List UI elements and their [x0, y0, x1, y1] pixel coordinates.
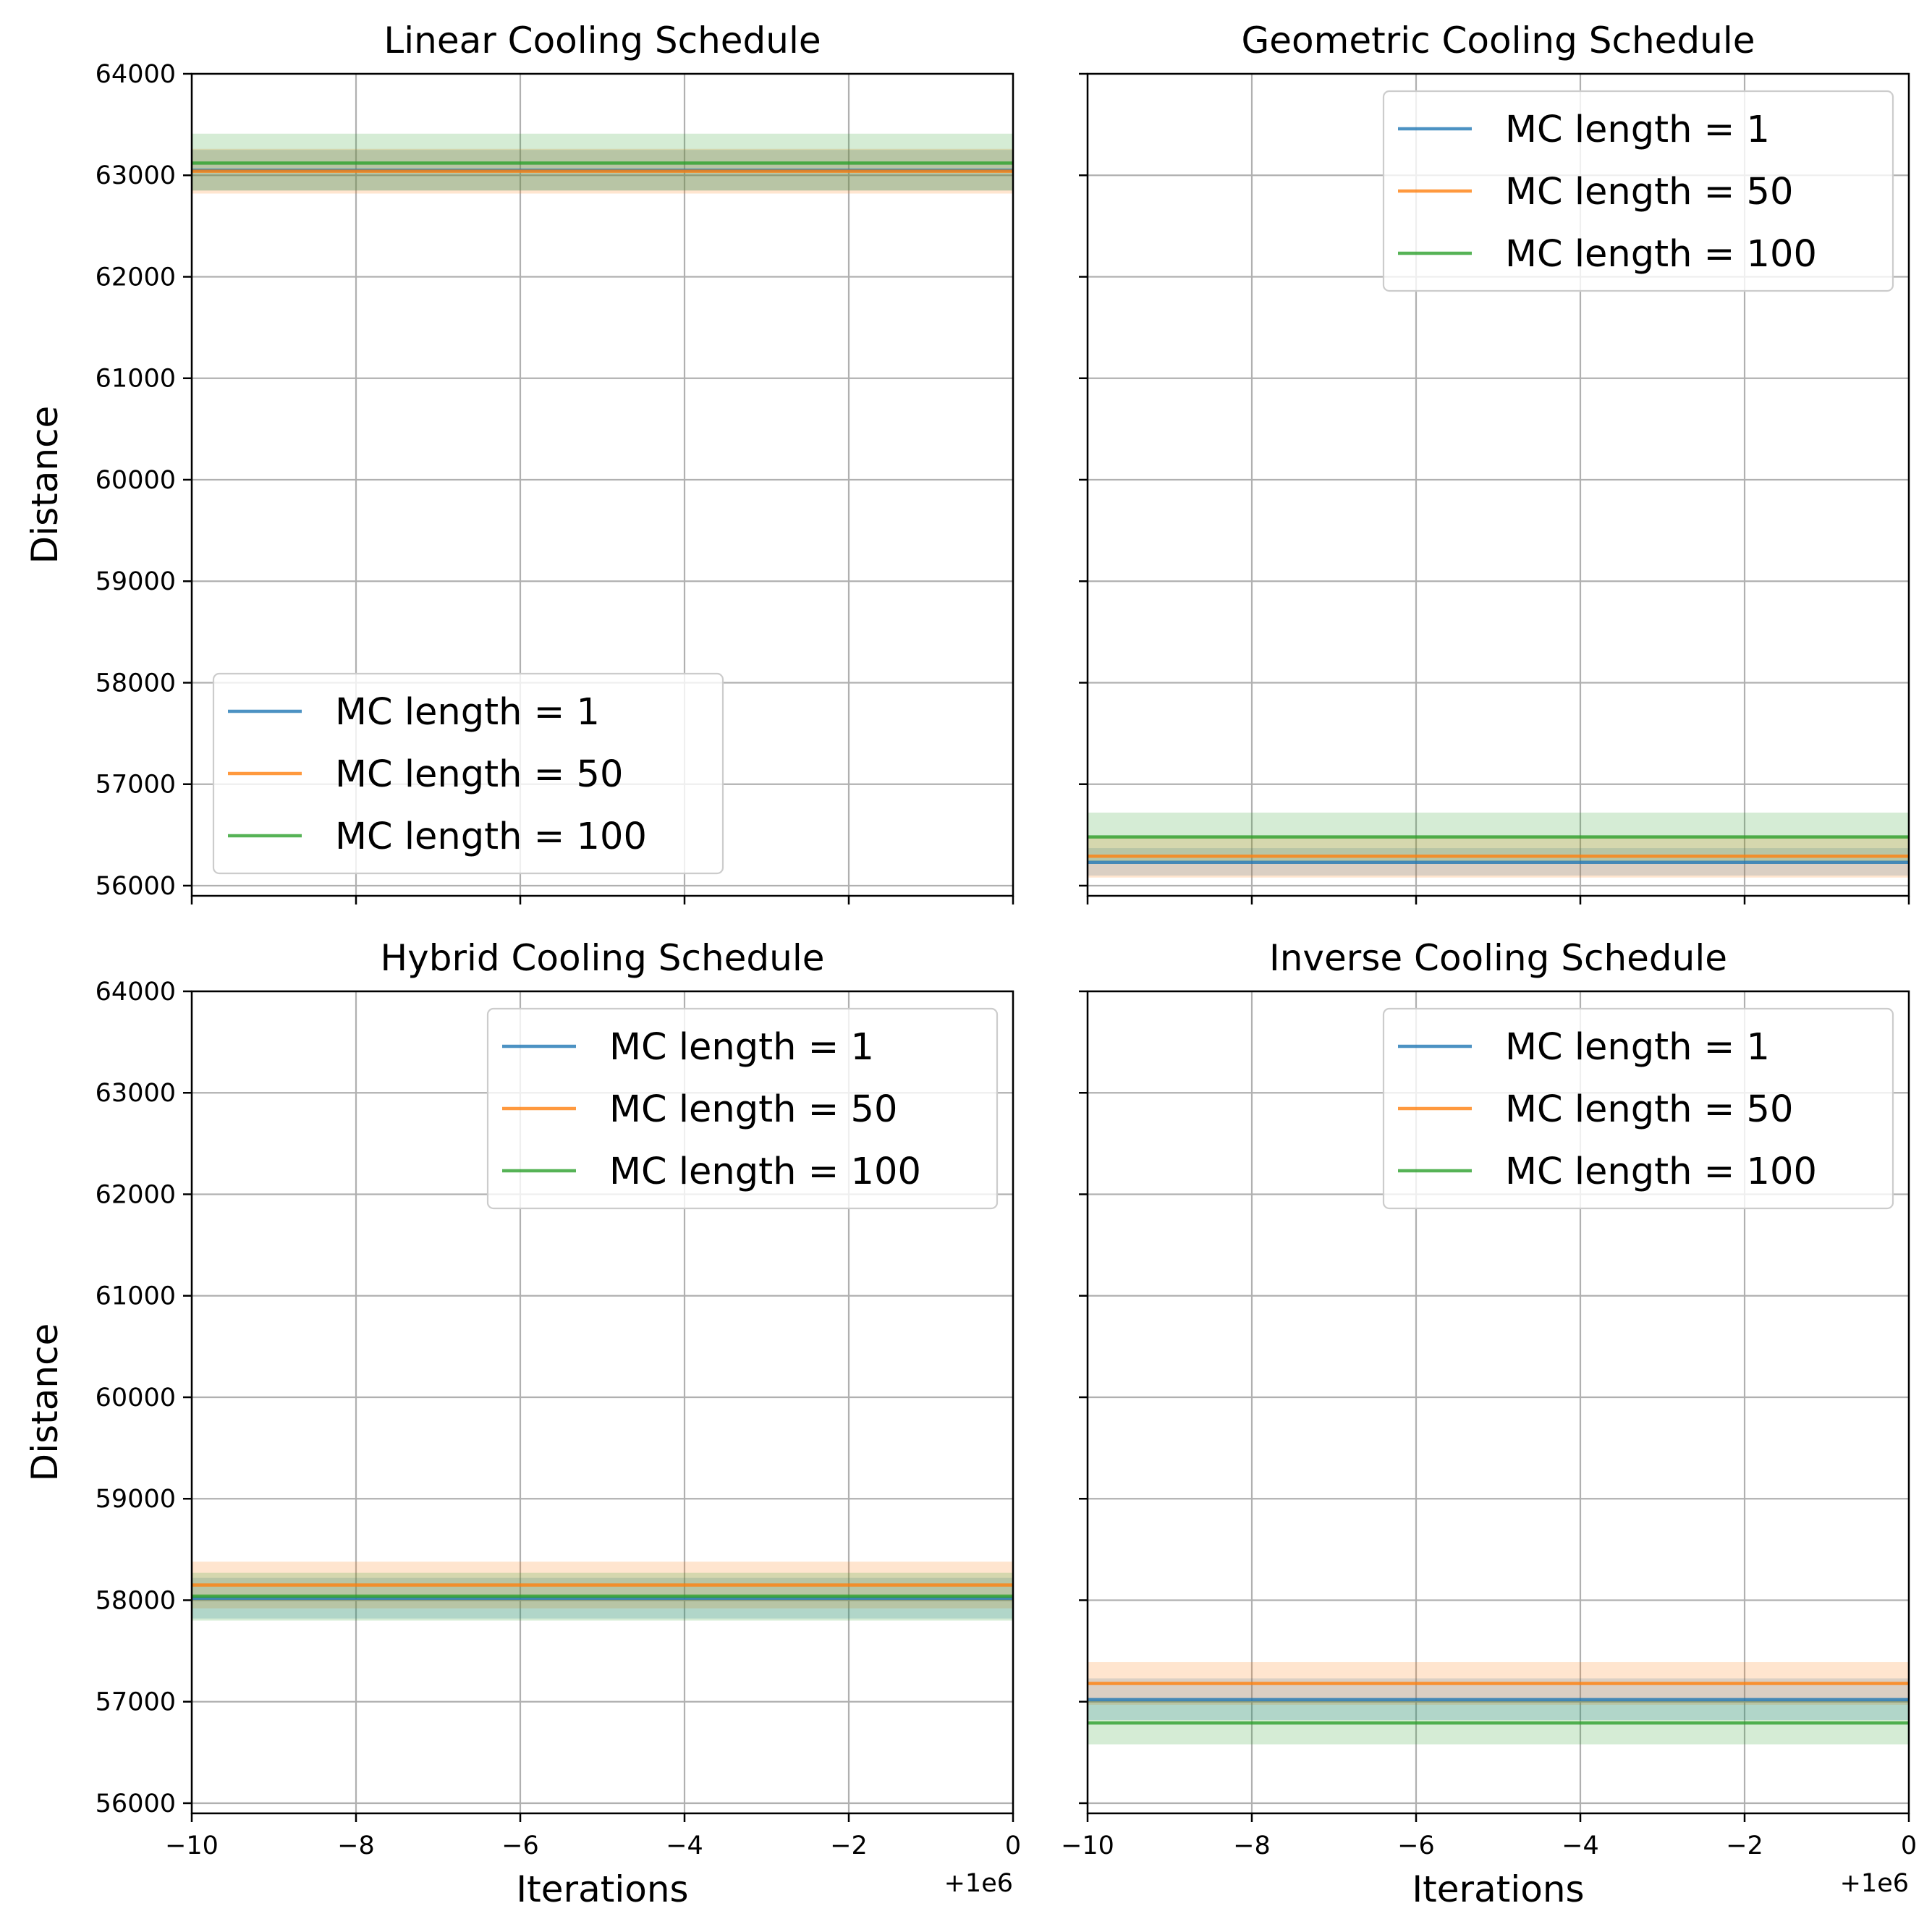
legend-item: MC length = 1 [1398, 1026, 1770, 1069]
legend-frame [486, 1007, 999, 1210]
x-tick-label: −4 [666, 1831, 703, 1860]
y-tick-label: 56000 [96, 872, 176, 901]
subplot-title: Inverse Cooling Schedule [1269, 937, 1727, 979]
ticks: 56000 57000 58000 59000 60000 61000 62000 63000… [96, 60, 1014, 904]
axes-frame [1086, 72, 1910, 897]
legend-item: MC length = 100 [1398, 233, 1817, 276]
y-tick-label: 61000 [96, 1282, 176, 1311]
y-tick-label: 56000 [96, 1789, 176, 1818]
x-tick-label: −10 [165, 1831, 219, 1860]
ticks: −10 −8 −6 −4 −2 0 56000 57000 58000 59000 60000 610… [96, 978, 1021, 1860]
x-tick-label: −8 [1233, 1831, 1271, 1860]
legend-label: MC length = 50 [609, 1088, 897, 1131]
legend-label: MC length = 100 [609, 1151, 921, 1193]
y-tick-label: 62000 [96, 263, 176, 292]
legend-frame [212, 672, 724, 875]
legend: MC length = 1 MC length = 50 MC length = 1… [1382, 90, 1894, 292]
y-tick-label: 64000 [96, 978, 176, 1007]
x-tick-label: −2 [830, 1831, 868, 1860]
legend-item: MC length = 50 [1398, 1088, 1793, 1131]
x-tick-label: −4 [1562, 1831, 1599, 1860]
x-tick-label: −10 [1061, 1831, 1114, 1860]
legend-label: MC length = 50 [1505, 171, 1793, 213]
subplot-title: Geometric Cooling Schedule [1242, 20, 1755, 62]
x-axis-label: Iterations [1412, 1868, 1584, 1910]
y-tick-label: 59000 [96, 1485, 176, 1514]
legend-frame [1382, 90, 1894, 292]
subplot-3: −10 −8 −6 −4 −2 0 56000 57000 58000 59000 60000 610… [24, 937, 1021, 1910]
legend-label: MC length = 100 [1505, 1151, 1817, 1193]
legend-label: MC length = 100 [335, 815, 647, 858]
legend-item: MC length = 1 [228, 691, 600, 734]
y-tick-label: 64000 [96, 60, 176, 89]
y-tick-label: 58000 [96, 669, 176, 698]
legend: MC length = 1 MC length = 50 MC length = 1… [486, 1007, 999, 1210]
y-axis-label: Distance [24, 406, 66, 564]
legend-frame [1382, 1007, 1894, 1210]
series-group [1088, 812, 1909, 878]
x-tick-label: 0 [1005, 1831, 1021, 1860]
legend-item: MC length = 50 [228, 753, 623, 796]
y-axis-label: Distance [24, 1323, 66, 1482]
legend-label: MC length = 1 [609, 1026, 874, 1069]
legend-label: MC length = 50 [1505, 1088, 1793, 1131]
y-tick-label: 61000 [96, 365, 176, 394]
x-offset-label: +1e6 [1840, 1869, 1909, 1898]
legend-item: MC length = 100 [1398, 1151, 1817, 1193]
subplot-4: −10 −8 −6 −4 −2 0 Inverse Cooling Schedule Iter… [1061, 937, 1917, 1910]
x-tick-label: −8 [337, 1831, 375, 1860]
subplot-title: Hybrid Cooling Schedule [381, 937, 825, 979]
y-tick-label: 63000 [96, 161, 176, 190]
y-tick-label: 60000 [96, 466, 176, 495]
legend-label: MC length = 1 [335, 691, 600, 734]
legend-item: MC length = 100 [502, 1151, 921, 1193]
series-group [1088, 1662, 1909, 1745]
y-tick-label: 57000 [96, 1688, 176, 1717]
axes-frame [190, 72, 1014, 897]
y-tick-label: 60000 [96, 1384, 176, 1412]
ticks [1079, 72, 1910, 904]
subplot-1: 56000 57000 58000 59000 60000 61000 62000 63000… [24, 20, 1014, 904]
y-tick-label: 57000 [96, 771, 176, 800]
x-tick-label: 0 [1901, 1831, 1917, 1860]
x-offset-label: +1e6 [944, 1869, 1013, 1898]
ticks: −10 −8 −6 −4 −2 0 [1061, 990, 1917, 1860]
legend-item: MC length = 50 [502, 1088, 897, 1131]
legend: MC length = 1 MC length = 50 MC length = 1… [1382, 1007, 1894, 1210]
legend-label: MC length = 1 [1505, 109, 1770, 151]
x-tick-label: −6 [1397, 1831, 1435, 1860]
x-tick-label: −2 [1726, 1831, 1763, 1860]
series-group [192, 1562, 1013, 1621]
legend: MC length = 1 MC length = 50 MC length = 1… [212, 672, 724, 875]
subplot-title: Linear Cooling Schedule [384, 20, 821, 62]
legend-item: MC length = 100 [228, 815, 647, 858]
legend-label: MC length = 100 [1505, 233, 1817, 276]
x-axis-label: Iterations [516, 1868, 688, 1910]
legend-item: MC length = 1 [1398, 109, 1770, 151]
legend-label: MC length = 1 [1505, 1026, 1770, 1069]
x-tick-label: −6 [501, 1831, 539, 1860]
y-tick-label: 63000 [96, 1079, 176, 1108]
legend-item: MC length = 50 [1398, 171, 1793, 213]
y-tick-label: 62000 [96, 1180, 176, 1209]
axes-frame [1086, 990, 1910, 1815]
y-tick-label: 59000 [96, 567, 176, 596]
legend-item: MC length = 1 [502, 1026, 874, 1069]
axes-frame [190, 990, 1014, 1815]
y-tick-label: 58000 [96, 1586, 176, 1615]
series-group [192, 133, 1013, 194]
legend-label: MC length = 50 [335, 753, 623, 796]
